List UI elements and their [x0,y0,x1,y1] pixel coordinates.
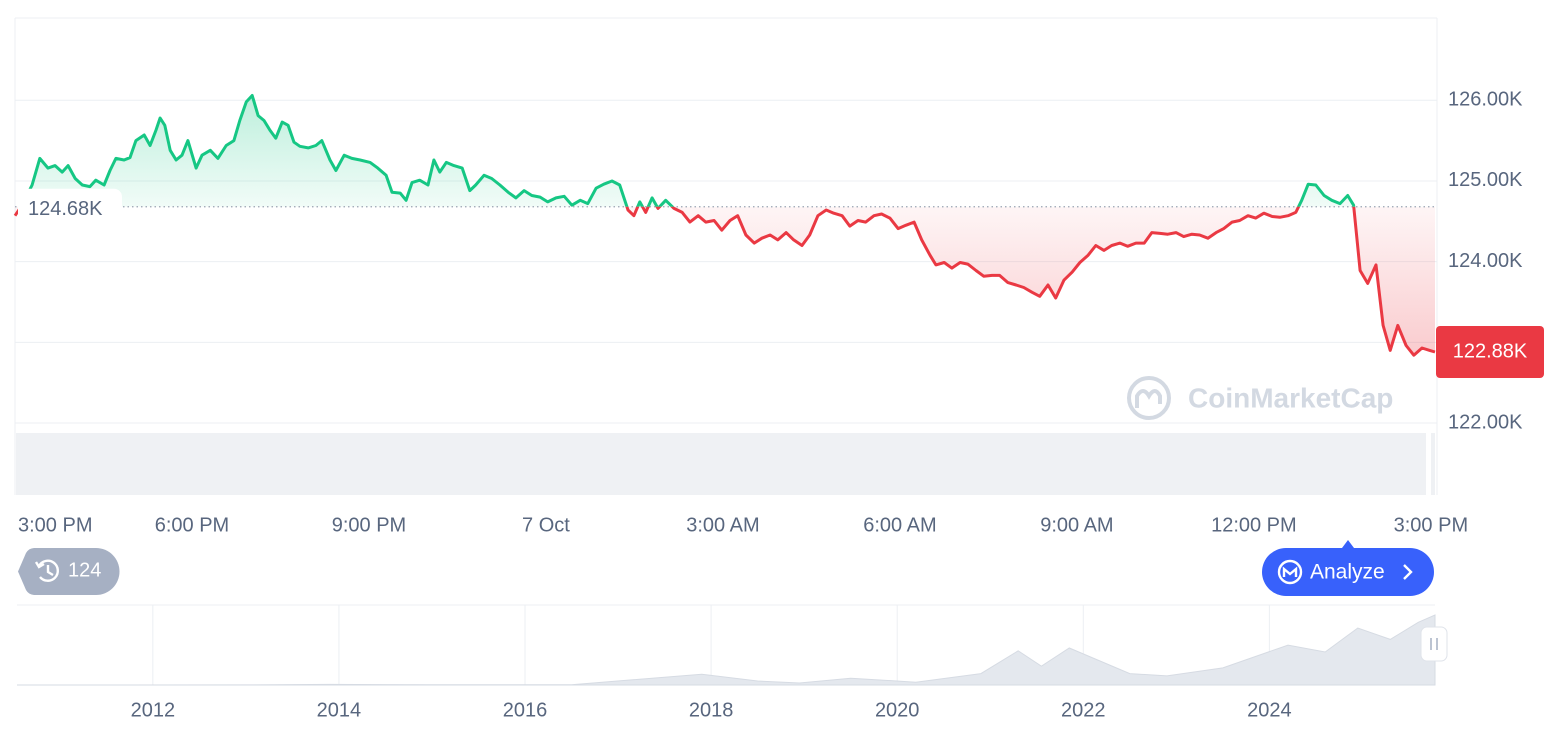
analyze-button[interactable] [1262,548,1434,596]
price-line-above [19,94,1356,207]
navigator-tick-label: 2014 [317,699,362,721]
analyze-pointer [1342,540,1354,548]
x-tick-label: 6:00 PM [155,514,229,536]
volume-strip [16,433,1426,495]
area-above [21,95,1354,207]
y-tick-label: 125.00K [1448,169,1523,191]
history-badge-label: 124 [68,559,101,581]
navigator-tick-label: 2020 [875,699,920,721]
watermark-logo [1127,376,1171,420]
baseline-label-box [18,188,122,223]
navigator-tick-label: 2016 [503,699,548,721]
analyze-icon [1277,559,1303,585]
navigator-tick-label: 2012 [131,699,176,721]
navigator-tick-label: 2018 [689,699,734,721]
history-badge[interactable] [18,548,120,595]
x-tick-label: 3:00 PM [18,514,92,536]
baseline-label: 124.68K [28,198,103,220]
area-below [15,206,1435,356]
navigator-area [16,614,1436,686]
y-tick-label: 126.00K [1448,89,1523,111]
x-tick-label: 9:00 PM [332,514,406,536]
x-tick-label: 9:00 AM [1040,514,1113,536]
x-tick-label: 3:00 PM [1394,514,1468,536]
y-tick-label: 124.00K [1448,250,1523,272]
current-price-label: 122.88K [1453,340,1528,362]
x-tick-label: 6:00 AM [863,514,936,536]
watermark: CoinMarketCap [1188,382,1393,413]
navigator-tick-label: 2022 [1061,699,1106,721]
analyze-label: Analyze [1310,561,1385,584]
x-tick-label: 7 Oct [522,514,570,536]
x-tick-label: 12:00 PM [1211,514,1297,536]
history-icon [34,559,59,582]
x-tick-label: 3:00 AM [686,514,759,536]
navigator-tick-label: 2024 [1247,699,1292,721]
navigator-handle [1420,626,1448,662]
current-price-box [1436,326,1544,379]
y-tick-label: 122.00K [1448,411,1523,433]
price-line-below [13,206,1436,357]
volume-strip [1431,433,1435,495]
plot [13,94,1437,424]
analyze-chevron [1403,564,1413,580]
